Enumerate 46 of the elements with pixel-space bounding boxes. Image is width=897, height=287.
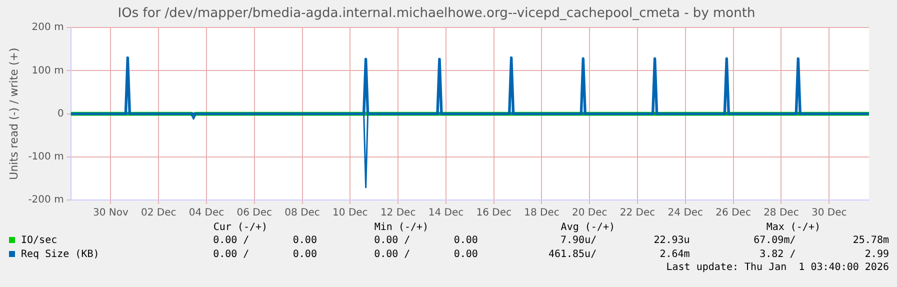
x-tick-label: 18 Dec xyxy=(524,208,560,219)
text: Avg (-/+) xyxy=(560,222,616,234)
x-tick-label: 10 Dec xyxy=(332,208,368,219)
y-tick-label: 0 xyxy=(57,108,64,120)
y-tick-label: -100 m xyxy=(28,151,64,162)
x-tick-label: 28 Dec xyxy=(764,208,799,219)
x-tick-label: 14 Dec xyxy=(428,208,464,219)
y-tick-label: -200 m xyxy=(28,194,64,206)
text: 67.09m/ xyxy=(752,234,797,248)
text: 25.78m xyxy=(852,234,890,248)
x-tick-label: 22 Dec xyxy=(620,208,656,219)
text: 0.00 xyxy=(292,248,318,262)
text: 0.00 xyxy=(292,234,318,248)
text: 22.93u xyxy=(652,234,691,248)
text: Last update: Thu Jan 1 03:40:00 2026 xyxy=(665,262,890,274)
text: 461.85u/ xyxy=(547,248,598,262)
x-tick-label: 24 Dec xyxy=(668,208,704,219)
x-tick-label: 30 Dec xyxy=(811,208,847,219)
text: 2.99 xyxy=(864,248,890,262)
text: 0.00 / xyxy=(373,248,412,262)
chart-title: IOs for /dev/mapper/bmedia-agda.internal.michaelhowe.org--vicepd_cachepool_cmeta - by month xyxy=(118,6,756,22)
y-axis-title: Units read (-) / write (+) xyxy=(7,48,20,180)
x-tick-label: 26 Dec xyxy=(716,208,751,219)
text: 0.00 xyxy=(452,248,479,262)
text: 0.00 / xyxy=(373,234,412,248)
x-tick-label: 12 Dec xyxy=(380,208,416,219)
x-tick-label: 30 Nov xyxy=(93,208,129,219)
text: 2.64m xyxy=(658,248,691,262)
text: 7.90u/ xyxy=(559,234,598,248)
text: 0.00 xyxy=(452,234,479,248)
x-tick-label: 16 Dec xyxy=(476,208,512,219)
x-tick-label: 06 Dec xyxy=(236,208,272,219)
x-tick-label: 20 Dec xyxy=(572,208,608,219)
legend-label: Req Size (KB) xyxy=(20,248,100,262)
y-tick-label: 200 m xyxy=(32,22,64,34)
x-tick-label: 04 Dec xyxy=(188,208,224,219)
text: Max (-/+) xyxy=(765,222,822,234)
text: 0.00 / xyxy=(212,234,250,248)
x-tick-label: 08 Dec xyxy=(284,208,320,219)
text: 3.82 / xyxy=(758,248,797,262)
text: Cur (-/+) xyxy=(212,222,269,234)
y-tick-label: 100 m xyxy=(32,65,64,76)
text: Min (-/+) xyxy=(373,222,430,234)
legend-label: IO/sec xyxy=(20,234,58,248)
x-tick-label: 02 Dec xyxy=(140,208,176,219)
text: 0.00 / xyxy=(212,248,250,262)
